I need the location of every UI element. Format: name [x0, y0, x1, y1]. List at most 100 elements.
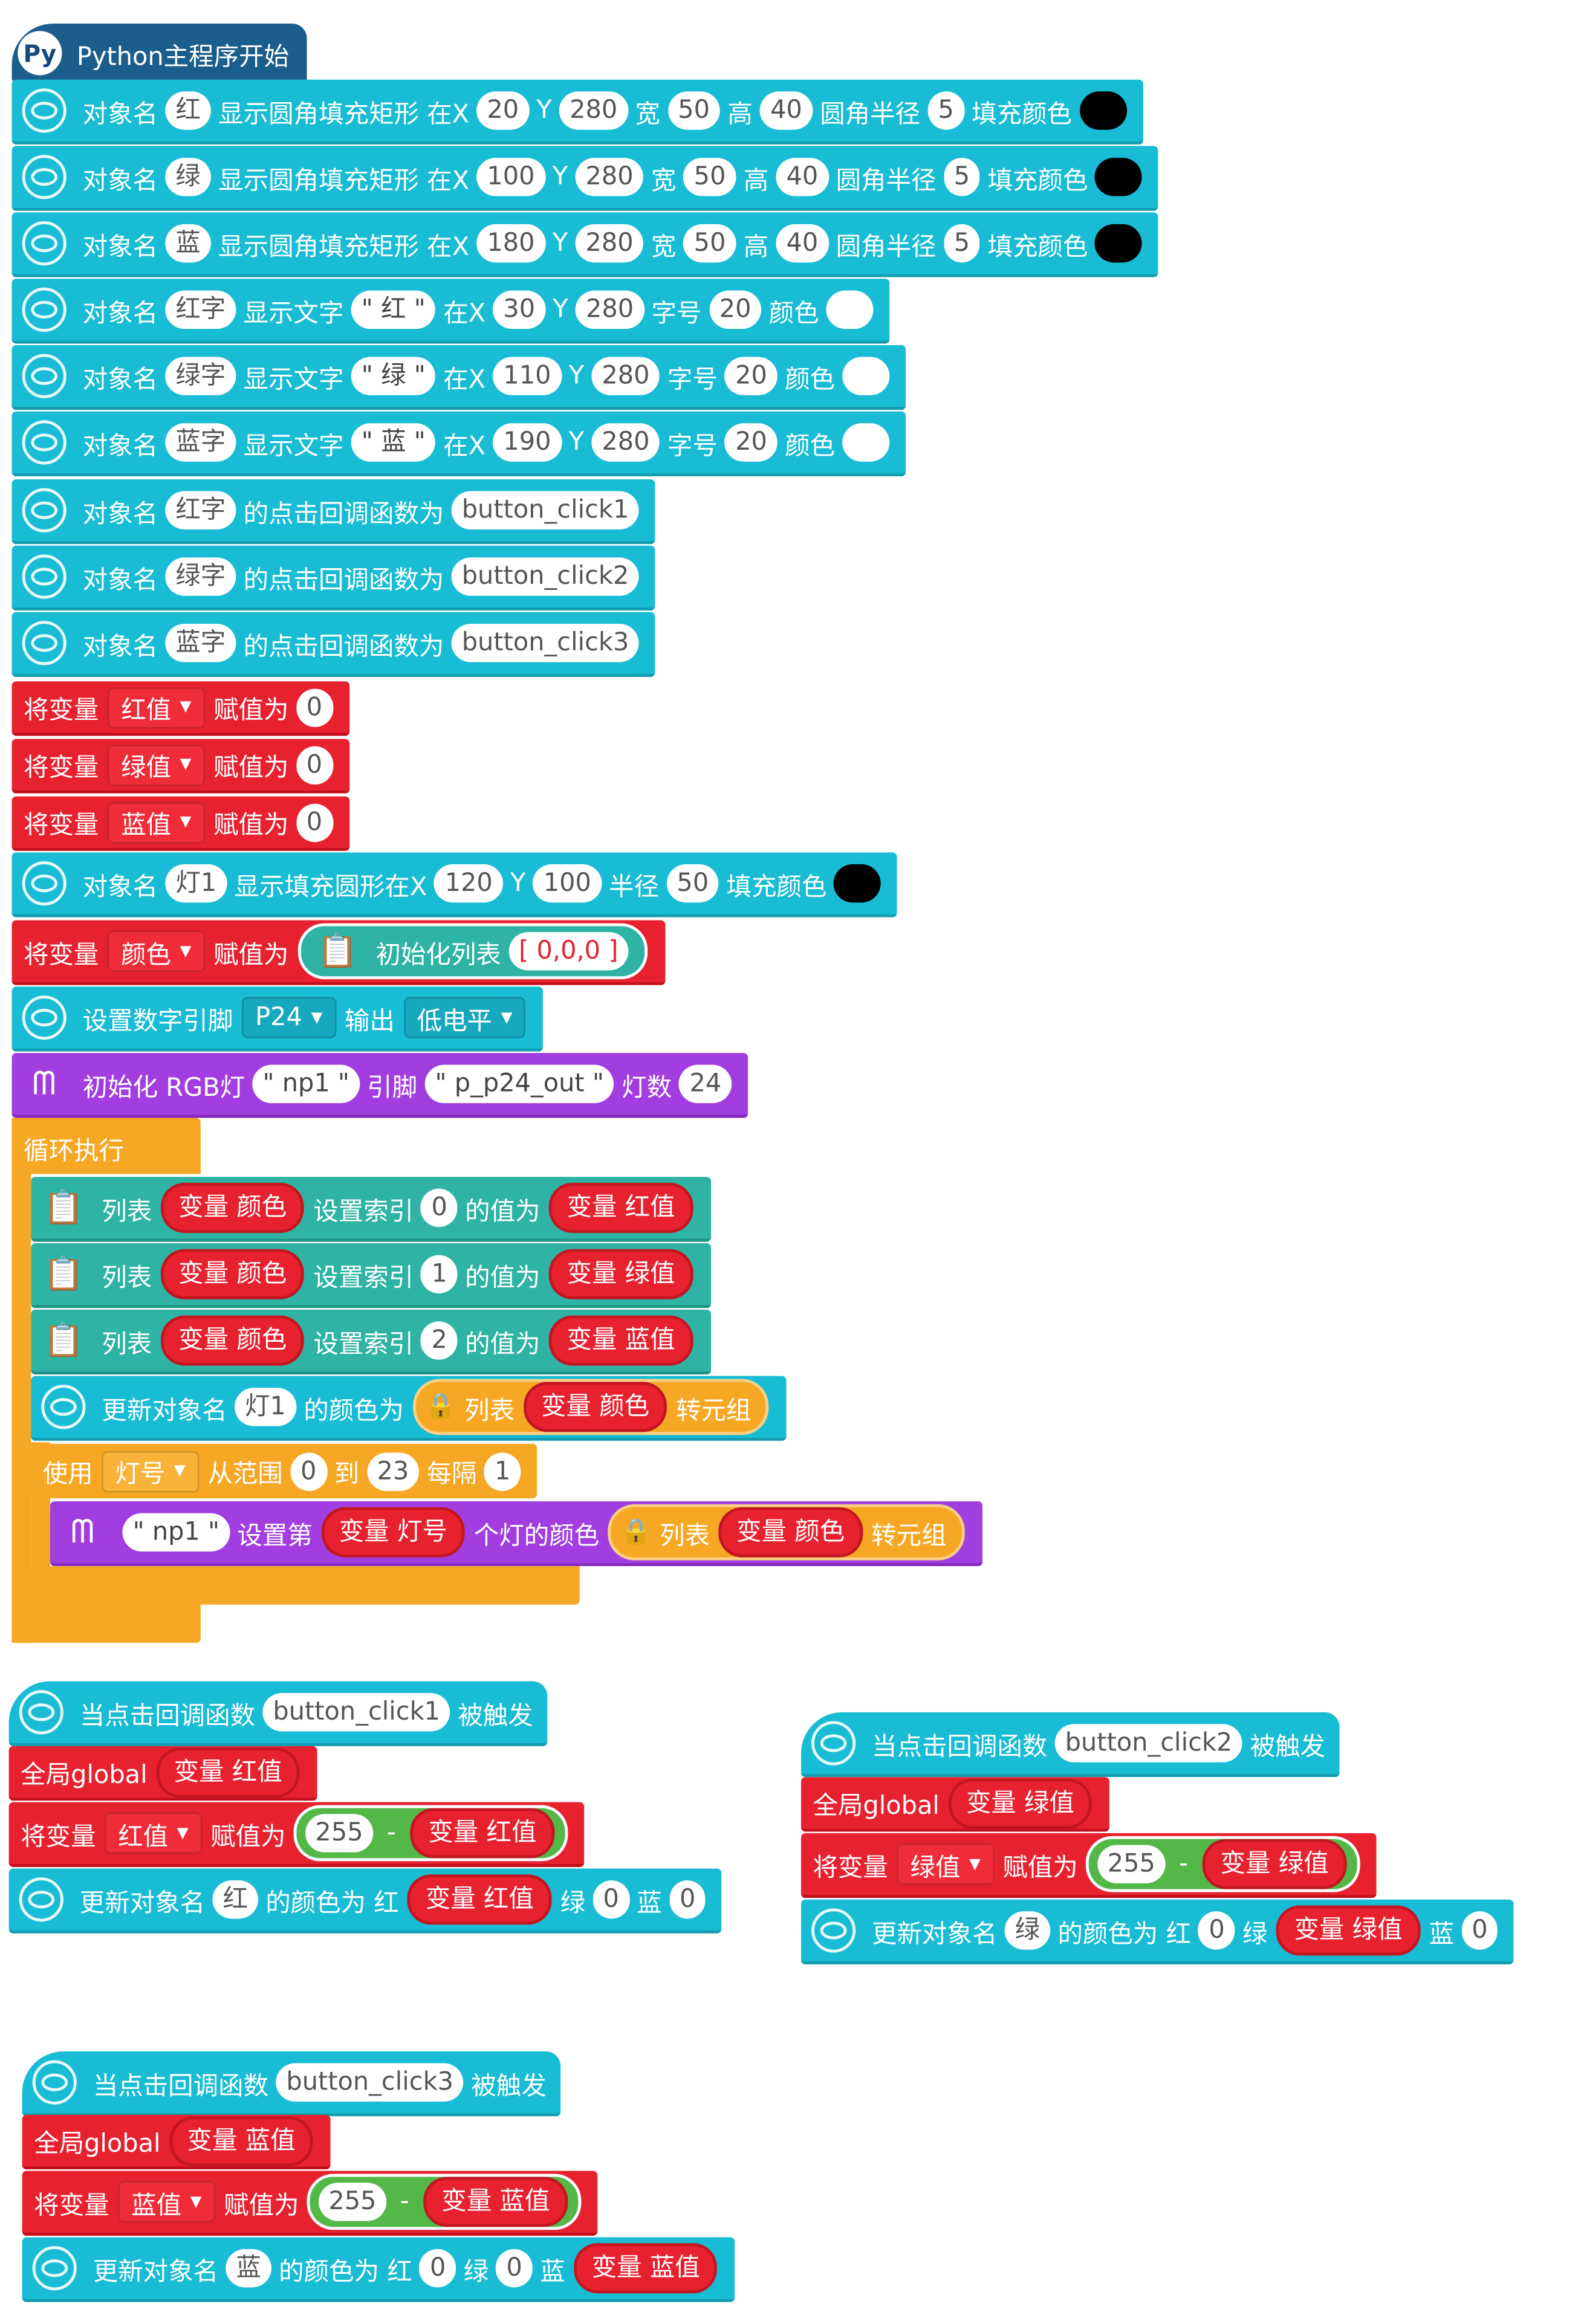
green-field[interactable]: 0	[496, 2249, 533, 2288]
minuend-field[interactable]: 255	[318, 2183, 387, 2221]
object-name-field[interactable]: 红	[165, 91, 211, 130]
radius-field[interactable]: 5	[943, 158, 981, 196]
variable-reporter[interactable]: 变量 颜色	[160, 1249, 305, 1300]
variable-reporter[interactable]: 变量 灯号	[321, 1507, 466, 1558]
callback-name-field[interactable]: button_click3	[451, 624, 640, 662]
set-callback-block[interactable]: 对象名 蓝字 的点击回调函数为 button_click3	[11, 612, 656, 677]
red-field[interactable]: 0	[419, 2249, 456, 2288]
variable-reporter[interactable]: 变量 红值	[549, 1182, 693, 1233]
loop-variable-dropdown[interactable]: 灯号 ▼	[102, 1450, 199, 1492]
x-field[interactable]: 100	[476, 158, 545, 196]
rgb-name-field[interactable]: " np1 "	[252, 1064, 360, 1104]
assign-variable-block[interactable]: 将变量 蓝值 ▼ 赋值为 0	[11, 796, 349, 851]
height-field[interactable]: 40	[776, 158, 829, 196]
subtract-block[interactable]: 255 - 变量 绿值	[1085, 1836, 1360, 1892]
y-field[interactable]: 280	[591, 357, 660, 395]
minuend-field[interactable]: 255	[305, 1814, 374, 1853]
variable-reporter[interactable]: 变量 颜色	[523, 1382, 667, 1432]
variable-reporter[interactable]: 变量 颜色	[718, 1507, 863, 1558]
assign-variable-block[interactable]: 将变量 蓝值 ▼ 赋值为 255 - 变量 蓝值	[22, 2170, 597, 2236]
minuend-field[interactable]: 255	[1097, 1845, 1166, 1883]
font-size-field[interactable]: 20	[725, 423, 778, 462]
width-field[interactable]: 50	[667, 91, 721, 130]
level-dropdown[interactable]: 低电平 ▼	[403, 997, 526, 1038]
object-name-field[interactable]: 灯1	[234, 1388, 297, 1426]
variable-reporter[interactable]: 变量 蓝值	[424, 2177, 568, 2227]
y-field[interactable]: 100	[533, 864, 602, 903]
width-field[interactable]: 50	[683, 224, 736, 263]
variable-dropdown[interactable]: 绿值 ▼	[897, 1843, 994, 1885]
text-string-field[interactable]: " 红 "	[351, 290, 436, 329]
assign-variable-block[interactable]: 将变量 绿值 ▼ 赋值为 0	[11, 739, 349, 794]
x-field[interactable]: 30	[493, 290, 546, 329]
object-name-field[interactable]: 红字	[165, 290, 236, 329]
range-from-field[interactable]: 0	[290, 1452, 327, 1491]
y-field[interactable]: 280	[575, 224, 644, 263]
draw-rect-block[interactable]: 对象名 蓝 显示圆角填充矩形 在X 180 Y 280 宽 50 高 40 圆角…	[11, 212, 1159, 277]
init-list-block[interactable]: 📋 初始化列表 [ 0,0,0 ]	[297, 923, 648, 980]
variable-reporter[interactable]: 变量 蓝值	[549, 1315, 693, 1366]
value-field[interactable]: 0	[296, 745, 333, 784]
object-name-field[interactable]: 绿字	[165, 557, 236, 596]
radius-field[interactable]: 5	[943, 224, 981, 263]
blue-field[interactable]: 0	[1461, 1911, 1498, 1950]
variable-reporter[interactable]: 变量 绿值	[1276, 1905, 1420, 1956]
width-field[interactable]: 50	[683, 158, 736, 196]
variable-reporter[interactable]: 变量 绿值	[549, 1249, 693, 1300]
list-set-index-block[interactable]: 📋 列表 变量 颜色 设置索引 0 的值为 变量 红值	[31, 1177, 711, 1242]
height-field[interactable]: 40	[760, 91, 813, 130]
set-digital-pin-block[interactable]: 设置数字引脚 P24 ▼ 输出 低电平 ▼	[11, 986, 544, 1052]
x-field[interactable]: 20	[476, 91, 530, 130]
assign-variable-block[interactable]: 将变量 红值 ▼ 赋值为 255 - 变量 红值	[8, 1802, 584, 1868]
text-string-field[interactable]: " 蓝 "	[351, 423, 436, 462]
forever-loop-header[interactable]: 循环执行	[12, 1121, 139, 1175]
variable-dropdown[interactable]: 红值 ▼	[105, 1812, 202, 1854]
y-field[interactable]: 280	[591, 423, 660, 462]
draw-circle-block[interactable]: 对象名 灯1 显示填充圆形在X 120 Y 100 半径 50 填充颜色	[11, 852, 898, 918]
font-size-field[interactable]: 20	[709, 290, 762, 329]
object-name-field[interactable]: 蓝字	[165, 423, 236, 462]
index-field[interactable]: 0	[421, 1188, 458, 1228]
radius-field[interactable]: 50	[666, 864, 719, 903]
object-name-field[interactable]: 红	[212, 1880, 258, 1919]
draw-rect-block[interactable]: 对象名 绿 显示圆角填充矩形 在X 100 Y 280 宽 50 高 40 圆角…	[11, 146, 1159, 211]
variable-dropdown[interactable]: 绿值 ▼	[108, 743, 205, 786]
subtract-block[interactable]: 255 - 变量 红值	[293, 1805, 568, 1862]
red-field[interactable]: 0	[1198, 1911, 1235, 1950]
global-declare-block[interactable]: 全局global 变量 红值	[8, 1746, 318, 1801]
object-name-field[interactable]: 灯1	[165, 864, 227, 903]
list-set-index-block[interactable]: 📋 列表 变量 颜色 设置索引 1 的值为 变量 绿值	[31, 1243, 711, 1309]
color-swatch[interactable]	[1095, 158, 1143, 196]
subtract-block[interactable]: 255 - 变量 蓝值	[306, 2173, 581, 2230]
list-to-tuple-block[interactable]: 🔒 列表 变量 颜色 转元组	[608, 1504, 964, 1561]
value-field[interactable]: 0	[296, 803, 333, 842]
index-field[interactable]: 2	[421, 1321, 458, 1360]
callback-handler-hat[interactable]: 当点击回调函数 button_click2 被触发	[800, 1712, 1340, 1778]
radius-field[interactable]: 5	[927, 91, 964, 130]
y-field[interactable]: 280	[559, 91, 628, 130]
color-swatch[interactable]	[1095, 224, 1143, 263]
draw-text-block[interactable]: 对象名 蓝字 显示文字 " 蓝 " 在X 190 Y 280 字号 20 颜色	[11, 411, 906, 477]
assign-variable-block[interactable]: 将变量 绿值 ▼ 赋值为 255 - 变量 绿值	[800, 1833, 1376, 1898]
text-string-field[interactable]: " 绿 "	[351, 357, 436, 395]
rgb-name-field[interactable]: " np1 "	[122, 1513, 230, 1552]
global-declare-block[interactable]: 全局global 变量 蓝值	[22, 2114, 331, 2170]
variable-reporter[interactable]: 变量 红值	[156, 1747, 300, 1798]
y-field[interactable]: 280	[575, 290, 644, 329]
object-name-field[interactable]: 蓝	[165, 224, 211, 263]
variable-reporter[interactable]: 变量 绿值	[1203, 1839, 1346, 1889]
draw-rect-block[interactable]: 对象名 红 显示圆角填充矩形 在X 20 Y 280 宽 50 高 40 圆角半…	[11, 79, 1143, 145]
variable-reporter[interactable]: 变量 红值	[407, 1874, 552, 1925]
set-callback-block[interactable]: 对象名 绿字 的点击回调函数为 button_click2	[11, 545, 656, 611]
set-callback-block[interactable]: 对象名 红字 的点击回调函数为 button_click1	[11, 479, 656, 545]
update-object-color-block[interactable]: 更新对象名 绿 的颜色为 红 0 绿 变量 绿值 蓝 0	[800, 1899, 1514, 1965]
x-field[interactable]: 110	[493, 357, 562, 395]
color-swatch[interactable]	[842, 357, 890, 395]
green-field[interactable]: 0	[592, 1880, 630, 1919]
variable-dropdown[interactable]: 颜色 ▼	[108, 930, 205, 972]
rgb-pin-field[interactable]: " p_p24_out "	[424, 1064, 615, 1104]
variable-reporter[interactable]: 变量 绿值	[948, 1778, 1092, 1828]
draw-text-block[interactable]: 对象名 红字 显示文字 " 红 " 在X 30 Y 280 字号 20 颜色	[11, 279, 890, 344]
index-field[interactable]: 1	[421, 1255, 458, 1293]
object-name-field[interactable]: 蓝字	[165, 624, 236, 662]
